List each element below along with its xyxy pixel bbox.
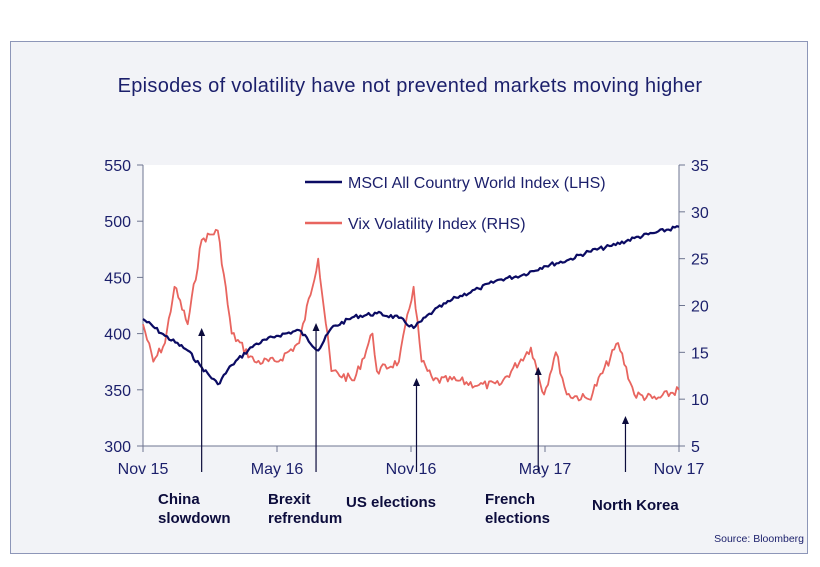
y-left-tick-label: 300 [104, 439, 131, 456]
legend-label: Vix Volatility Index (RHS) [348, 216, 526, 233]
y-left-tick-label: 400 [104, 327, 131, 344]
annotation-arrowhead [412, 378, 420, 386]
y-right-tick-label: 35 [691, 158, 709, 175]
y-right-tick-label: 10 [691, 392, 709, 409]
series-line-vix [142, 228, 680, 402]
x-tick-label: Nov 15 [118, 461, 169, 478]
y-left-tick-label: 350 [104, 383, 131, 400]
annotation-label-line: North Korea [592, 497, 679, 514]
annotation-arrowhead [621, 416, 629, 424]
annotation-label-line: US elections [346, 494, 437, 511]
annotation-label-line: elections [485, 510, 551, 527]
annotation-label-line: slowdown [158, 510, 231, 527]
annotation-label-line: China [158, 491, 200, 508]
y-left-tick-label: 500 [104, 214, 131, 231]
y-right-tick-label: 20 [691, 299, 709, 316]
annotation-label: China slowdown [158, 490, 231, 528]
annotation-arrowhead [312, 323, 320, 331]
y-left-tick-label: 550 [104, 158, 131, 175]
x-tick-label: Nov 17 [654, 461, 705, 478]
legend-label: MSCI All Country World Index (LHS) [348, 175, 606, 192]
annotation-label: French elections [485, 490, 550, 528]
y-right-tick-label: 15 [691, 345, 709, 362]
annotation-label: US elections [346, 493, 436, 512]
series-line-msci [142, 225, 680, 386]
y-right-tick-label: 30 [691, 205, 709, 222]
y-right-tick-label: 5 [691, 439, 700, 456]
source-note: Source: Bloomberg [714, 533, 804, 545]
x-tick-label: May 16 [251, 461, 304, 478]
y-right-tick-label: 25 [691, 252, 709, 269]
annotation-label-line: refrendum [268, 510, 343, 527]
annotation-arrowhead [198, 328, 206, 336]
x-tick-label: Nov 16 [386, 461, 437, 478]
annotation-label-line: French [485, 491, 536, 508]
chart-title: Episodes of volatility have not prevente… [117, 75, 703, 97]
x-tick-label: May 17 [519, 461, 572, 478]
annotation-label: North Korea [592, 496, 679, 515]
annotation-arrowhead [534, 367, 542, 375]
annotation-label: Brexit refrendum [268, 490, 342, 528]
y-left-tick-label: 450 [104, 270, 131, 287]
annotation-label-line: Brexit [268, 491, 311, 508]
